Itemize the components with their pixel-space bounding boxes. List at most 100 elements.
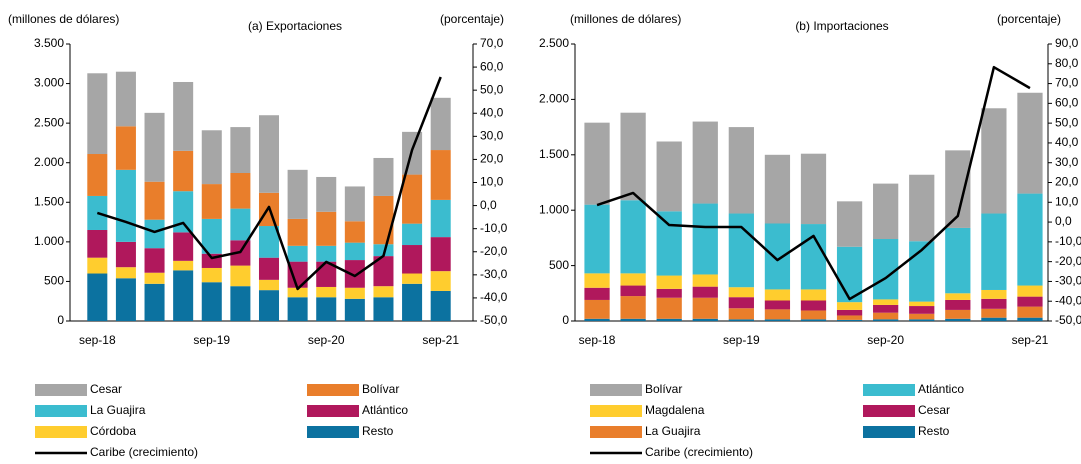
bar-segment [115,267,136,279]
bar-segment [430,237,451,272]
bar-segment [836,315,863,320]
bar-segment [287,218,308,246]
bar-segment [584,287,610,300]
bar-segment [230,265,251,287]
bar-segment [692,297,718,319]
bar-segment [144,219,165,249]
y2-tick-label: 30,0 [1055,155,1079,169]
bar-segment [873,304,899,313]
bar-segment [945,293,971,300]
bar-segment [728,127,754,214]
x-tick-label: sep-20 [867,333,904,347]
bar-segment [1017,92,1043,194]
bar-segment [316,176,337,212]
y2-tick-label: -30,0 [480,267,508,281]
y-tick-label: 2.500 [539,36,569,50]
y2-tick-label: 50,0 [480,82,504,96]
y-axis-label: (millones de dólares) [8,12,119,26]
bar-segment [873,319,899,321]
y-tick-label: 1.500 [34,194,64,208]
x-tick-label: sep-19 [193,333,230,347]
y2-tick-label: 20,0 [1055,175,1079,189]
legend-swatch [307,384,359,396]
y2-tick-label: 20,0 [480,152,504,166]
bar-segment [981,289,1007,299]
bar-segment [620,273,646,286]
y2-tick-label: 10,0 [480,175,504,189]
bar-segment [373,256,394,287]
bar-segment [981,317,1007,321]
y2-tick-label: 90,0 [1055,36,1079,50]
bar-segment [115,278,136,321]
bar-segment [201,130,222,185]
bar-segment [115,241,136,268]
y2-tick-label: 0,0 [1055,214,1072,228]
y-axis-label: (millones de dólares) [570,12,681,26]
bar-segment [656,275,682,289]
bar-segment [316,286,337,298]
legend-label: Resto [918,424,950,438]
bar-segment [115,126,136,170]
bar-segment [584,273,610,288]
y-tick-label: 3.000 [34,76,64,90]
bar-segment [373,297,394,321]
bar-segment [873,239,899,300]
bar-segment [909,306,935,314]
bar-segment [373,157,394,196]
bar-segment [201,218,222,254]
bar-segment [173,232,194,261]
bar-segment [836,302,863,310]
bar-segment [909,319,935,321]
bar-segment [87,229,108,258]
legend-swatch [35,426,87,438]
y2-tick-label: 40,0 [1055,135,1079,149]
bar-segment [620,318,646,321]
bar-segment [836,201,863,247]
y-tick-label: 500 [44,274,64,288]
bar-segment [764,223,791,290]
bar-segment [836,319,863,321]
y2-tick-label: -40,0 [480,290,508,304]
legend-swatch [35,384,87,396]
y2-tick-label: 0,0 [480,198,497,212]
bar-segment [1017,285,1043,297]
y2-tick-label: -10,0 [1055,234,1081,248]
legend-swatch [863,384,915,396]
bar-segment [728,297,754,309]
bar-segment [873,312,899,320]
bar-segment [430,97,451,151]
bar-segment [909,313,935,320]
y2-tick-label: -50,0 [480,313,508,327]
legend-label: Atlántico [918,382,964,396]
y-tick-label: 2.500 [34,115,64,129]
chart-title: (a) Exportaciones [248,19,342,33]
y-tick-label: 0 [57,313,64,327]
bar-segment [144,112,165,182]
bar-segment [344,186,365,222]
x-tick-label: sep-19 [723,333,760,347]
bar-segment [144,181,165,220]
bar-segment [1017,317,1043,321]
bar-segment [173,191,194,233]
bar-segment [173,150,194,192]
bar-segment [1017,296,1043,307]
y-tick-label: 0 [562,313,569,327]
bar-segment [201,267,222,283]
y-tick-label: 1.000 [539,202,569,216]
bar-segment [800,153,827,225]
bar-segment [584,318,610,321]
bar-segment [1017,306,1043,318]
y2-tick-label: 50,0 [1055,115,1079,129]
legend-swatch [307,426,359,438]
bar-segment [909,174,935,242]
bar-segment [344,298,365,321]
bar-segment [316,297,337,321]
bar-segment [430,199,451,238]
x-tick-label: sep-18 [579,333,616,347]
bar-segment [764,300,791,310]
y2-tick-label: 80,0 [1055,56,1079,70]
legend-label: La Guajira [645,424,701,438]
bar-segment [316,245,337,262]
bar-segment [230,127,251,174]
